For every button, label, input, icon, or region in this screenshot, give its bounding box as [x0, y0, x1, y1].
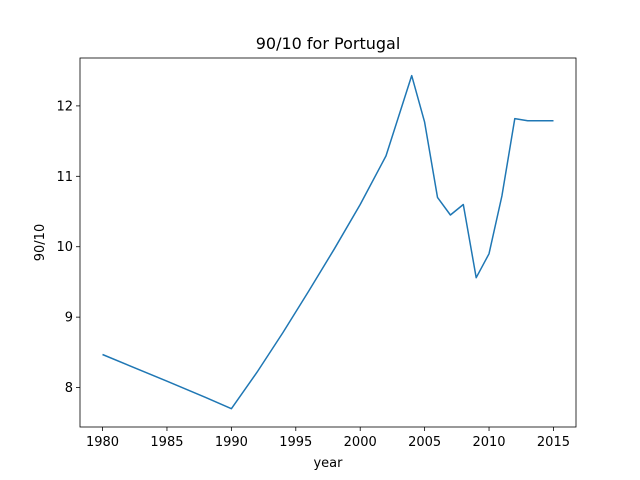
- y-tick-label: 10: [56, 240, 73, 255]
- chart-title: 90/10 for Portugal: [256, 34, 401, 53]
- x-tick-label: 1990: [215, 435, 248, 450]
- y-axis-title: 90/10: [33, 224, 48, 261]
- x-tick-label: 2005: [408, 435, 441, 450]
- x-tick-label: 2010: [472, 435, 505, 450]
- y-tick-label: 12: [56, 99, 73, 114]
- y-tick-label: 9: [65, 311, 73, 326]
- x-tick-label: 1980: [86, 435, 119, 450]
- series-line-0: [102, 74, 554, 410]
- y-tick-label: 8: [65, 381, 73, 396]
- y-tick-label: 11: [56, 170, 73, 185]
- x-axis: 1980 1985 1990 1995 2000 2005 2010 2015: [86, 427, 570, 450]
- plot-area: [79, 57, 577, 428]
- x-tick-label: 1995: [279, 435, 312, 450]
- x-tick-label: 2015: [537, 435, 570, 450]
- x-tick-label: 2000: [344, 435, 377, 450]
- x-axis-title: year: [313, 456, 343, 471]
- y-axis: 8 9 10 11 12: [56, 99, 80, 396]
- x-tick-label: 1985: [150, 435, 183, 450]
- axes-frame: [79, 57, 577, 428]
